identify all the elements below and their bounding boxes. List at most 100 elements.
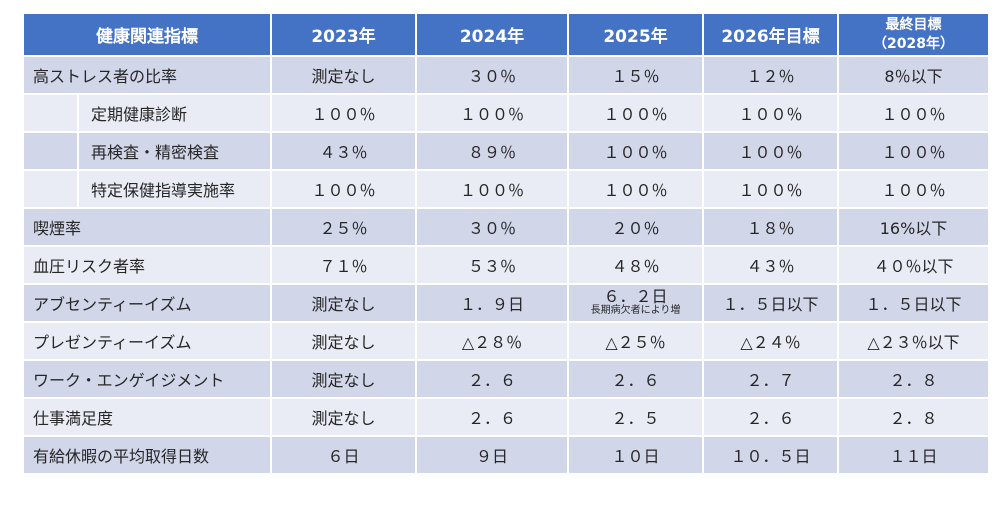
value-cell: ２．５ [567, 397, 704, 437]
value-cell: ２．７ [702, 359, 839, 399]
value-cell: １００％ [702, 169, 839, 209]
row-label: ワーク・エンゲイジメント [33, 371, 225, 390]
value-cell: １００％ [837, 93, 990, 133]
value-cell: ２．８ [837, 359, 990, 399]
value-cell: 測定なし [270, 397, 417, 437]
table-row: 再検査・精密検査 ４３％ ８９％ １００％ １００％ １００％ [22, 131, 990, 171]
value-cell: １８％ [702, 207, 839, 247]
header-label-line1: 最終目標 [885, 17, 942, 34]
row-label: 定期健康診断 [91, 105, 188, 124]
table-row: 喫煙率 ２５％ ３０％ ２０％ １８％ 16%以下 [22, 207, 990, 247]
value-cell: 測定なし [270, 283, 417, 323]
value-cell: ５３％ [415, 245, 569, 285]
value-cell: ２０％ [567, 207, 704, 247]
table-row: 有給休暇の平均取得日数 ６日 ９日 １０日 １０．５日 １１日 [22, 435, 990, 475]
value-cell: ３０％ [415, 55, 569, 95]
header-cell-2026-goal: 2026年目標 [702, 12, 839, 57]
label-cell: 仕事満足度 [22, 397, 272, 437]
row-label: 有給休暇の平均取得日数 [33, 447, 210, 466]
value-cell: 測定なし [270, 55, 417, 95]
value-cell: ９日 [415, 435, 569, 475]
value-cell: １１日 [837, 435, 990, 475]
value-cell: ４８％ [567, 245, 704, 285]
value-cell: １００％ [702, 93, 839, 133]
value-cell: １．５日以下 [837, 283, 990, 323]
value-cell: ２．６ [702, 397, 839, 437]
header-label: 2023年 [311, 27, 376, 47]
value-text: ６．２日 [603, 286, 668, 306]
value-cell: △２８％ [415, 321, 569, 361]
label-cell: 定期健康診断 [22, 93, 272, 133]
value-cell: １０．５日 [702, 435, 839, 475]
value-cell: １００％ [270, 93, 417, 133]
label-cell: 高ストレス者の比率 [22, 55, 272, 95]
value-cell: △２４％ [702, 321, 839, 361]
value-cell: １００％ [567, 93, 704, 133]
value-cell: １００％ [567, 131, 704, 171]
header-cell-2023: 2023年 [270, 12, 417, 57]
value-cell: ７１％ [270, 245, 417, 285]
value-cell: ２５％ [270, 207, 417, 247]
value-cell: 測定なし [270, 321, 417, 361]
value-cell: △２５％ [567, 321, 704, 361]
value-cell: １００％ [837, 169, 990, 209]
value-cell-with-note: ６．２日 長期病欠者により増 [567, 283, 704, 323]
note-text: 長期病欠者により増 [590, 305, 681, 317]
value-cell: 16%以下 [837, 207, 990, 247]
value-cell: １００％ [415, 93, 569, 133]
value-cell: ４３％ [702, 245, 839, 285]
row-label: 血圧リスク者率 [33, 257, 146, 276]
value-cell: １５％ [567, 55, 704, 95]
header-cell-2025: 2025年 [567, 12, 704, 57]
indent-spacer [25, 172, 79, 206]
table-row: 高ストレス者の比率 測定なし ３０％ １５％ １２％ 8％以下 [22, 55, 990, 95]
indent-spacer [25, 134, 79, 168]
value-cell: １００％ [567, 169, 704, 209]
header-label: 2026年目標 [721, 27, 820, 47]
value-cell: ６日 [270, 435, 417, 475]
table-row: 定期健康診断 １００％ １００％ １００％ １００％ １００％ [22, 93, 990, 133]
value-cell: １２％ [702, 55, 839, 95]
value-cell: ３０％ [415, 207, 569, 247]
value-cell: ２．６ [415, 397, 569, 437]
value-cell: 測定なし [270, 359, 417, 399]
table-row: 特定保健指導実施率 １００％ １００％ １００％ １００％ １００％ [22, 169, 990, 209]
indent-spacer [25, 96, 79, 130]
value-cell: ２．８ [837, 397, 990, 437]
value-cell: １００％ [837, 131, 990, 171]
header-row: 健康関連指標 2023年 2024年 2025年 2026年目標 最終目標 （2… [22, 12, 990, 57]
value-cell: △２３％以下 [837, 321, 990, 361]
health-indicators-table: 健康関連指標 2023年 2024年 2025年 2026年目標 最終目標 （2… [22, 12, 990, 475]
value-cell: ４０％以下 [837, 245, 990, 285]
row-label: 仕事満足度 [33, 409, 114, 428]
header-cell-indicator: 健康関連指標 [22, 12, 272, 57]
value-cell: ４３％ [270, 131, 417, 171]
row-label: 喫煙率 [33, 219, 82, 238]
label-cell: 有給休暇の平均取得日数 [22, 435, 272, 475]
value-cell: １．５日以下 [702, 283, 839, 323]
row-label: プレゼンティーイズム [33, 333, 192, 352]
header-label: 健康関連指標 [96, 27, 198, 47]
row-label: 高ストレス者の比率 [33, 67, 178, 86]
row-label: アブセンティーイズム [33, 295, 192, 314]
header-cell-2024: 2024年 [415, 12, 569, 57]
table-row: 仕事満足度 測定なし ２．６ ２．５ ２．６ ２．８ [22, 397, 990, 437]
label-cell: 喫煙率 [22, 207, 272, 247]
value-cell: １０日 [567, 435, 704, 475]
table-row: プレゼンティーイズム 測定なし △２８％ △２５％ △２４％ △２３％以下 [22, 321, 990, 361]
value-cell: １００％ [270, 169, 417, 209]
value-cell: １００％ [415, 169, 569, 209]
value-cell: ２．６ [567, 359, 704, 399]
header-label: 2025年 [603, 27, 668, 47]
table-row: アブセンティーイズム 測定なし １．９日 ６．２日 長期病欠者により増 １．５日… [22, 283, 990, 323]
label-cell: アブセンティーイズム [22, 283, 272, 323]
label-cell: 特定保健指導実施率 [22, 169, 272, 209]
header-label: 2024年 [459, 27, 525, 47]
header-cell-final-goal: 最終目標 （2028年） [837, 12, 990, 57]
label-cell: 再検査・精密検査 [22, 131, 272, 171]
value-cell: １００％ [702, 131, 839, 171]
table-row: ワーク・エンゲイジメント 測定なし ２．６ ２．６ ２．７ ２．８ [22, 359, 990, 399]
row-label: 特定保健指導実施率 [91, 181, 236, 200]
label-cell: 血圧リスク者率 [22, 245, 272, 285]
